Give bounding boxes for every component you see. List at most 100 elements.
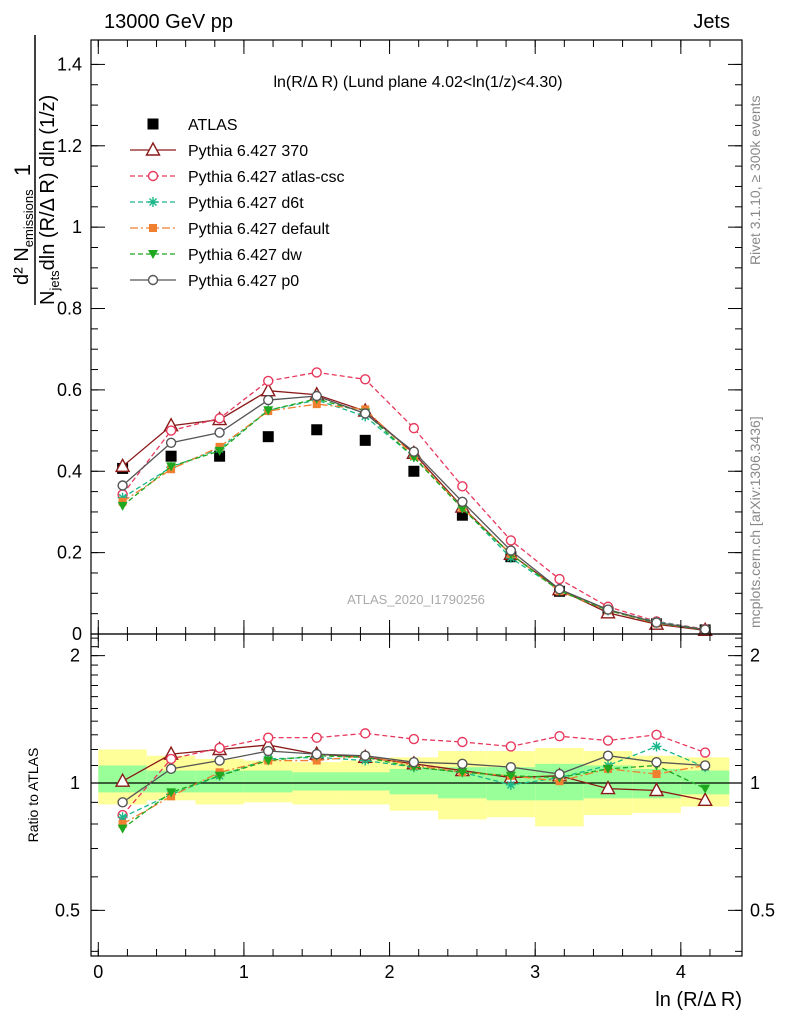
data-marker — [311, 390, 322, 402]
legend-entry-6: Pythia 6.427 p0 — [130, 273, 299, 290]
data-marker — [263, 406, 274, 416]
data-marker — [215, 442, 224, 451]
y-title-numerator: d² Nemissions — [11, 189, 36, 285]
data-marker — [117, 824, 128, 834]
ratio-series-2 — [117, 728, 711, 821]
header-left: 13000 GeV pp — [104, 11, 233, 33]
ratio-plot-panel: 0 1 2 3 4 0.5 0.5 1 1 2 2 — [55, 40, 775, 982]
data-marker — [651, 756, 662, 768]
x-tick-label: 2 — [385, 962, 395, 982]
data-marker — [117, 812, 128, 823]
legend-label: Pythia 6.427 dw — [188, 247, 302, 264]
data-marker — [554, 731, 565, 742]
data-marker — [700, 784, 711, 794]
data-marker — [457, 504, 468, 514]
legend-label: Pythia 6.427 370 — [188, 143, 308, 160]
y-title-prefactor: 1 — [10, 164, 35, 176]
data-marker — [505, 761, 517, 773]
data-marker — [165, 753, 177, 765]
legend-entry-1: Pythia 6.427 370 — [130, 141, 308, 160]
y-tick-label: 0.8 — [57, 299, 82, 319]
data-marker — [311, 732, 322, 743]
legend-label: ATLAS — [188, 117, 238, 134]
uncertainty-band-inner — [341, 772, 390, 791]
data-marker — [651, 729, 662, 740]
data-marker — [554, 584, 565, 595]
data-marker — [147, 118, 159, 130]
data-marker — [648, 782, 665, 797]
legend-entry-5: Pythia 6.427 dw — [130, 247, 302, 264]
data-marker — [408, 446, 420, 457]
ratio-tick-label: 2 — [70, 646, 80, 666]
y-axis-title: 1 d² Nemissions Njetsdln (R/Δ R) dln (1/… — [10, 35, 62, 305]
legend-entry-4: Pythia 6.427 default — [130, 221, 330, 238]
y-tick-label: 0.6 — [57, 380, 82, 400]
data-marker — [166, 462, 177, 472]
data-marker — [457, 481, 468, 492]
data-marker — [263, 375, 274, 387]
x-tick-label: 4 — [676, 962, 686, 982]
data-marker — [457, 736, 468, 748]
data-marker — [114, 772, 131, 787]
data-marker — [699, 747, 711, 758]
data-marker — [263, 756, 274, 766]
data-marker — [165, 450, 177, 462]
data-marker — [651, 741, 662, 752]
rivet-label: Rivet 3.1.10, ≥ 300k events — [747, 95, 763, 265]
series-line — [122, 371, 706, 630]
legend-entry-2: Pythia 6.427 atlas-csc — [130, 169, 345, 186]
data-marker — [697, 791, 713, 807]
data-marker — [359, 434, 371, 446]
legend-label: Pythia 6.427 default — [188, 221, 330, 238]
uncertainty-band-inner — [243, 770, 293, 793]
watermark: ATLAS_2020_I1790256 — [347, 592, 485, 607]
data-marker — [554, 768, 565, 780]
data-marker — [117, 480, 128, 491]
data-marker — [457, 496, 468, 507]
data-marker — [145, 141, 161, 156]
ratio-tick-label: 0.5 — [55, 900, 80, 920]
data-marker — [602, 750, 614, 761]
data-marker — [263, 745, 274, 757]
data-marker — [360, 750, 371, 761]
data-marker — [603, 764, 614, 774]
data-marker — [651, 617, 662, 628]
data-marker — [602, 735, 614, 746]
legend-label: Pythia 6.427 d6t — [188, 195, 304, 212]
legend: ATLAS Pythia 6.427 370 Pythia 6.427 atlas-… — [130, 117, 345, 290]
x-axis-title: ln (R/Δ R) — [655, 989, 742, 1011]
data-marker — [505, 779, 516, 790]
data-marker — [262, 431, 274, 443]
data-marker — [311, 424, 323, 436]
data-marker — [360, 408, 371, 419]
data-marker — [214, 427, 225, 438]
data-marker — [165, 763, 177, 775]
data-marker — [166, 788, 177, 798]
uncertainty-band-inner — [292, 772, 342, 791]
data-marker — [408, 756, 420, 768]
data-marker — [148, 250, 158, 259]
legend-entry-0: ATLAS — [147, 117, 238, 134]
x-tick-label: 0 — [93, 962, 103, 982]
ratio-y-title: Ratio to ATLAS — [25, 748, 41, 843]
data-marker — [699, 760, 711, 771]
header-right: Jets — [693, 11, 730, 33]
chart-title: ln(R/Δ R) (Lund plane 4.02<ln(1/z)<4.30) — [273, 74, 562, 91]
ratio-tick-label-right: 2 — [750, 646, 760, 666]
mcplots-label: mcplots.cern.ch [arXiv:1306.3436] — [747, 416, 763, 628]
main-plot-panel: 0 0.2 0.4 0.6 0.8 1 1.2 1.4 — [57, 39, 743, 644]
data-marker — [147, 170, 159, 182]
data-marker — [699, 624, 711, 635]
data-marker — [505, 741, 517, 752]
ratio-tick-label-right: 0.5 — [750, 900, 775, 920]
data-marker — [505, 535, 517, 546]
data-marker — [652, 770, 661, 779]
data-marker — [457, 768, 468, 778]
data-marker — [456, 509, 468, 521]
y-tick-label: 0.4 — [57, 461, 82, 481]
y-tick-label: 1 — [72, 217, 82, 237]
y-tick-label: 0 — [72, 624, 82, 644]
x-tick-label: 3 — [530, 962, 540, 982]
x-tick-label: 1 — [239, 962, 249, 982]
